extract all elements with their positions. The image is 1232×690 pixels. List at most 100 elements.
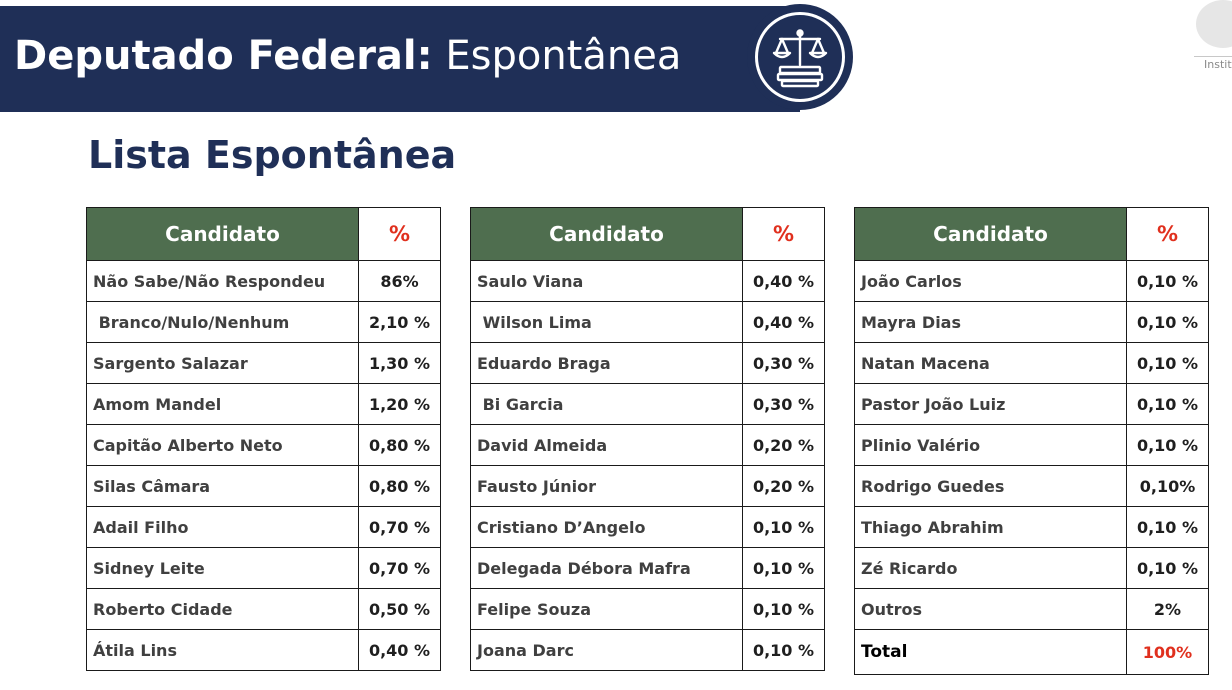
- candidate-name: Zé Ricardo: [854, 547, 1127, 589]
- table-row: Felipe Souza 0,10 %: [470, 588, 825, 630]
- candidate-percent: 2%: [1126, 588, 1209, 630]
- table-row: Eduardo Braga 0,30 %: [470, 342, 825, 384]
- candidate-name: Mayra Dias: [854, 301, 1127, 343]
- scales-of-justice-icon: [772, 29, 828, 88]
- candidate-percent: 0,20 %: [742, 424, 825, 466]
- logo-text: Instit: [1204, 58, 1232, 71]
- table-row: Átila Lins 0,40 %: [86, 629, 441, 671]
- candidate-name: Sidney Leite: [86, 547, 359, 589]
- table-row: Saulo Viana 0,40 %: [470, 260, 825, 302]
- candidate-percent: 2,10 %: [358, 301, 441, 343]
- candidate-name: Capitão Alberto Neto: [86, 424, 359, 466]
- table-row: Adail Filho 0,70 %: [86, 506, 441, 548]
- candidate-name: Cristiano D’Angelo: [470, 506, 743, 548]
- table-row: João Carlos 0,10 %: [854, 260, 1209, 302]
- table-row: Sargento Salazar 1,30 %: [86, 342, 441, 384]
- candidate-name: Branco/Nulo/Nenhum: [86, 301, 359, 343]
- total-row: Total 100%: [854, 629, 1209, 675]
- table-header-row: Candidato %: [854, 207, 1209, 261]
- candidate-percent: 1,20 %: [358, 383, 441, 425]
- page-title: Deputado Federal: Espontânea: [14, 28, 681, 84]
- candidate-percent: 0,40 %: [742, 301, 825, 343]
- candidate-name: Roberto Cidade: [86, 588, 359, 630]
- title-light: Espontânea: [445, 33, 682, 79]
- table-row: Zé Ricardo 0,10 %: [854, 547, 1209, 589]
- candidate-percent: 0,10 %: [1126, 301, 1209, 343]
- candidates-table-2: Candidato % Saulo Viana 0,40 % Wilson Lim…: [470, 207, 825, 671]
- candidate-percent: 0,70 %: [358, 506, 441, 548]
- candidate-percent: 0,10 %: [742, 588, 825, 630]
- candidate-percent: 0,10%: [1126, 465, 1209, 507]
- table-header-row: Candidato %: [86, 207, 441, 261]
- total-label: Total: [854, 629, 1127, 675]
- candidate-percent: 1,30 %: [358, 342, 441, 384]
- emblem-ring: [755, 12, 845, 102]
- candidate-percent: 0,10 %: [1126, 383, 1209, 425]
- candidate-name: Outros: [854, 588, 1127, 630]
- section-title: Lista Espontânea: [88, 133, 457, 177]
- table-row: David Almeida 0,20 %: [470, 424, 825, 466]
- table-row: Roberto Cidade 0,50 %: [86, 588, 441, 630]
- table-header-row: Candidato %: [470, 207, 825, 261]
- candidate-name: João Carlos: [854, 260, 1127, 302]
- candidate-name: Adail Filho: [86, 506, 359, 548]
- table-row: Branco/Nulo/Nenhum 2,10 %: [86, 301, 441, 343]
- table-row: Mayra Dias 0,10 %: [854, 301, 1209, 343]
- header-percent: %: [1126, 207, 1209, 261]
- candidate-percent: 0,10 %: [1126, 342, 1209, 384]
- candidate-name: Rodrigo Guedes: [854, 465, 1127, 507]
- table-row: Thiago Abrahim 0,10 %: [854, 506, 1209, 548]
- candidate-name: Eduardo Braga: [470, 342, 743, 384]
- table-row: Cristiano D’Angelo 0,10 %: [470, 506, 825, 548]
- candidate-percent: 0,40 %: [742, 260, 825, 302]
- candidate-percent: 0,30 %: [742, 383, 825, 425]
- candidate-percent: 0,10 %: [742, 506, 825, 548]
- header-band: [0, 6, 800, 112]
- candidate-name: Wilson Lima: [470, 301, 743, 343]
- header-percent: %: [742, 207, 825, 261]
- candidate-name: Fausto Júnior: [470, 465, 743, 507]
- header-candidate: Candidato: [854, 207, 1127, 261]
- table-row: Natan Macena 0,10 %: [854, 342, 1209, 384]
- candidate-name: Delegada Débora Mafra: [470, 547, 743, 589]
- table-row: Não Sabe/Não Respondeu 86%: [86, 260, 441, 302]
- candidate-percent: 0,20 %: [742, 465, 825, 507]
- header-candidate: Candidato: [86, 207, 359, 261]
- table-row: Plinio Valério 0,10 %: [854, 424, 1209, 466]
- candidate-percent: 0,10 %: [1126, 260, 1209, 302]
- candidate-percent: 0,50 %: [358, 588, 441, 630]
- table-row: Outros 2%: [854, 588, 1209, 630]
- candidate-name: Não Sabe/Não Respondeu: [86, 260, 359, 302]
- table-row: Joana Darc 0,10 %: [470, 629, 825, 671]
- candidate-name: Átila Lins: [86, 629, 359, 671]
- candidate-name: Amom Mandel: [86, 383, 359, 425]
- logo-divider: [1194, 56, 1232, 57]
- candidates-table-3: Candidato % João Carlos 0,10 % Mayra Dias 0…: [854, 207, 1209, 675]
- table-row: Fausto Júnior 0,20 %: [470, 465, 825, 507]
- institute-logo: Instit: [1190, 0, 1232, 72]
- candidate-percent: 0,80 %: [358, 465, 441, 507]
- candidate-name: Thiago Abrahim: [854, 506, 1127, 548]
- table-row: Capitão Alberto Neto 0,80 %: [86, 424, 441, 466]
- candidate-percent: 0,40 %: [358, 629, 441, 671]
- candidate-name: Saulo Viana: [470, 260, 743, 302]
- globe-icon: [1196, 0, 1232, 48]
- candidate-name: Silas Câmara: [86, 465, 359, 507]
- candidate-percent: 0,80 %: [358, 424, 441, 466]
- title-bold: Deputado Federal:: [14, 33, 433, 79]
- candidate-name: Bi Garcia: [470, 383, 743, 425]
- candidate-percent: 86%: [358, 260, 441, 302]
- candidate-percent: 0,10 %: [1126, 547, 1209, 589]
- candidate-name: Pastor João Luiz: [854, 383, 1127, 425]
- table-row: Wilson Lima 0,40 %: [470, 301, 825, 343]
- header-percent: %: [358, 207, 441, 261]
- candidate-name: Joana Darc: [470, 629, 743, 671]
- total-percent: 100%: [1126, 629, 1209, 675]
- candidate-percent: 0,10 %: [742, 629, 825, 671]
- candidate-name: Felipe Souza: [470, 588, 743, 630]
- header-candidate: Candidato: [470, 207, 743, 261]
- table-row: Bi Garcia 0,30 %: [470, 383, 825, 425]
- table-row: Pastor João Luiz 0,10 %: [854, 383, 1209, 425]
- candidate-percent: 0,10 %: [742, 547, 825, 589]
- candidate-name: Sargento Salazar: [86, 342, 359, 384]
